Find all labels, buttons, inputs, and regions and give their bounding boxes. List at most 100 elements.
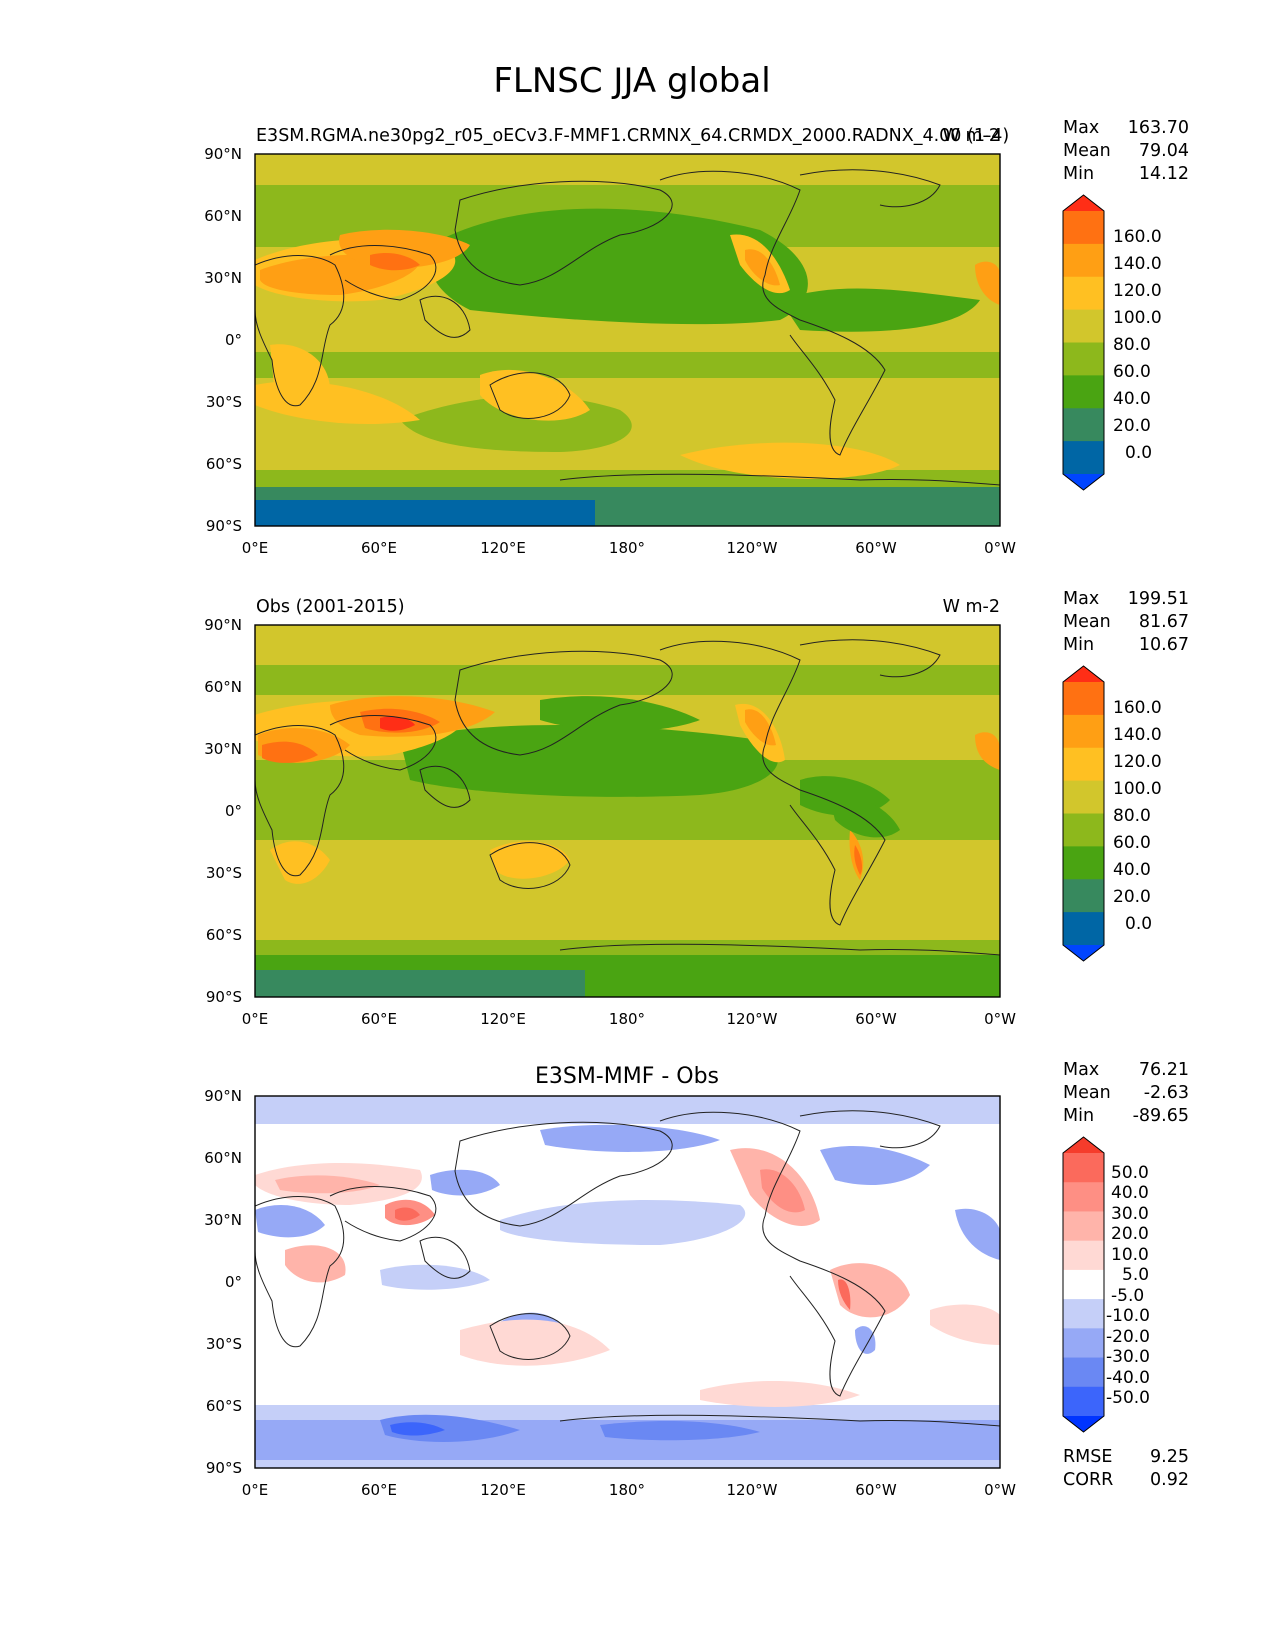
stat-label: Mean [1063, 1083, 1111, 1103]
stat-label: Min [1063, 164, 1094, 184]
field-patch [370, 253, 420, 271]
field-patch [390, 1422, 445, 1436]
colorbar-extend-max [1063, 666, 1104, 682]
y-tick-label: 0° [225, 1273, 242, 1291]
colorbar-extend-min [1063, 474, 1104, 490]
y-tick-label: 60°S [206, 455, 242, 473]
stats-block: Max 163.70 Mean 79.04 Min 14.12 [1063, 118, 1189, 184]
colorbar-segment [1063, 276, 1104, 311]
colorbar-segment [1063, 1357, 1104, 1388]
colorbar-segment [1063, 342, 1104, 376]
y-tick-label: 30°N [204, 740, 242, 758]
figure-title: FLNSC JJA global [493, 61, 770, 101]
x-tick-label: 180° [609, 1481, 645, 1499]
colorbar-labels: 160.0 140.0 120.0 100.0 80.0 60.0 40.0 2… [1113, 698, 1162, 934]
y-tick-label: 90°N [204, 1087, 242, 1105]
colorbar-tick-label: 100.0 [1113, 779, 1162, 799]
colorbar-tick-label: 120.0 [1113, 752, 1162, 772]
x-tick-label: 60°E [361, 539, 397, 557]
y-axis: 90°N 60°N 30°N 0° 30°S 60°S 90°S [204, 616, 242, 1006]
y-tick-label: 60°N [204, 207, 242, 225]
stat-label: Max [1063, 1060, 1099, 1080]
map-field-model [255, 154, 1000, 526]
colorbar-segment [1063, 1299, 1104, 1329]
panel-diff: E3SM-MMF - Obs 90°N 60°N 30°N 0° 30°S 60… [204, 1060, 1189, 1499]
x-tick-label: 60°W [855, 1010, 897, 1028]
colorbar-labels: 50.0 40.0 30.0 20.0 10.0 5.0 -5.0 -10.0 … [1106, 1163, 1150, 1408]
field-patch [854, 845, 863, 875]
y-tick-label: 90°S [206, 988, 242, 1006]
colorbar-segment [1063, 1153, 1104, 1183]
colorbar-tick-label: 80.0 [1113, 806, 1151, 826]
x-tick-label: 0°E [242, 1010, 269, 1028]
field-patch [855, 1326, 876, 1354]
panel-model: E3SM.RGMA.ne30pg2_r05_oECv3.F-MMF1.CRMNX… [204, 118, 1189, 557]
colorbar-segment [1063, 879, 1104, 913]
colorbar-tick-label: 30.0 [1111, 1204, 1149, 1224]
field-patch [600, 1420, 760, 1441]
field-patch [760, 1169, 805, 1213]
colorbar-tick-label: -50.0 [1106, 1388, 1150, 1408]
y-tick-label: 90°N [204, 145, 242, 163]
colorbar-segment [1063, 813, 1104, 847]
field-patch [490, 841, 570, 879]
colorbar-tick-label: -10.0 [1106, 1306, 1150, 1326]
x-tick-label: 0°E [242, 1481, 269, 1499]
stat-label: Max [1063, 589, 1099, 609]
y-tick-label: 0° [225, 331, 242, 349]
field-patch [285, 1245, 346, 1283]
colorbar-segment [1063, 1182, 1104, 1212]
colorbar-tick-label: 40.0 [1111, 1183, 1149, 1203]
x-tick-label: 120°W [727, 1010, 778, 1028]
field-band [255, 352, 1000, 378]
colorbar-tick-label: -5.0 [1111, 1286, 1144, 1306]
colorbar-extend-min [1063, 1416, 1104, 1432]
colorbar-segment [1063, 1269, 1104, 1300]
x-tick-label: 120°W [727, 539, 778, 557]
colorbar-segment [1063, 408, 1104, 442]
colorbar [1062, 665, 1105, 962]
colorbar-tick-label: -30.0 [1106, 1347, 1150, 1367]
panel-title: E3SM-MMF - Obs [535, 1064, 719, 1089]
stat-label: Max [1063, 118, 1099, 138]
y-tick-label: 30°S [206, 393, 242, 411]
panel-left-label: E3SM.RGMA.ne30pg2_r05_oECv3.F-MMF1.CRMNX… [256, 126, 1009, 146]
field-patch [380, 716, 415, 731]
stat-value: -2.63 [1144, 1083, 1189, 1103]
colorbar-tick-label: 140.0 [1113, 725, 1162, 745]
colorbar-extend-max [1063, 195, 1104, 211]
colorbar-tick-label: 160.0 [1113, 698, 1162, 718]
colorbar-tick-label: 0.0 [1125, 443, 1152, 463]
stat-value: 14.12 [1139, 164, 1189, 184]
metric-label: CORR [1063, 1470, 1113, 1490]
colorbar-tick-label: 160.0 [1113, 227, 1162, 247]
colorbar-segment [1063, 309, 1104, 343]
colorbar-tick-label: 40.0 [1113, 860, 1151, 880]
x-tick-label: 60°W [855, 539, 897, 557]
stat-label: Mean [1063, 141, 1111, 161]
stat-label: Min [1063, 1106, 1094, 1126]
metric-label: RMSE [1063, 1447, 1112, 1467]
y-tick-label: 60°S [206, 926, 242, 944]
map-field-obs [255, 625, 1000, 997]
colorbar-segment [1063, 1240, 1104, 1271]
panel-left-label: Obs (2001-2015) [256, 597, 405, 617]
colorbar-segment [1063, 1328, 1104, 1359]
colorbar-tick-label: 60.0 [1113, 833, 1151, 853]
stats-block: Max 76.21 Mean -2.63 Min -89.65 [1063, 1060, 1189, 1126]
stat-value: 81.67 [1139, 612, 1189, 632]
y-tick-label: 0° [225, 802, 242, 820]
y-axis: 90°N 60°N 30°N 0° 30°S 60°S 90°S [204, 1087, 242, 1477]
colorbar [1062, 194, 1105, 491]
y-tick-label: 60°S [206, 1397, 242, 1415]
colorbar-labels: 160.0 140.0 120.0 100.0 80.0 60.0 40.0 2… [1113, 227, 1162, 463]
stat-value: 163.70 [1128, 118, 1189, 138]
stat-value: 199.51 [1128, 589, 1189, 609]
y-tick-label: 60°N [204, 1149, 242, 1167]
field-band [255, 500, 595, 526]
x-tick-label: 60°E [361, 1010, 397, 1028]
field-patch [380, 1264, 490, 1290]
colorbar-tick-label: 140.0 [1113, 254, 1162, 274]
y-tick-label: 90°N [204, 616, 242, 634]
